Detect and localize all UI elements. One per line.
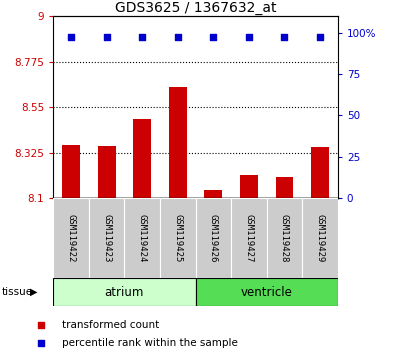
Bar (311, 147, 329, 198)
Text: GSM119429: GSM119429 (316, 214, 324, 262)
Bar (169, 87, 186, 198)
Bar (302, 198, 338, 278)
Bar (231, 198, 267, 278)
Text: GSM119422: GSM119422 (67, 214, 75, 262)
Text: percentile rank within the sample: percentile rank within the sample (62, 338, 238, 348)
Bar (276, 177, 293, 198)
Point (210, 35, 216, 40)
Bar (98, 145, 115, 198)
Bar (196, 278, 338, 306)
Text: ▶: ▶ (30, 287, 37, 297)
Text: ventricle: ventricle (241, 286, 293, 298)
Point (139, 35, 145, 40)
Text: atrium: atrium (105, 286, 144, 298)
Bar (89, 198, 124, 278)
Bar (240, 175, 258, 198)
Point (246, 35, 252, 40)
Bar (160, 198, 196, 278)
Title: GDS3625 / 1367632_at: GDS3625 / 1367632_at (115, 1, 276, 15)
Point (68, 35, 74, 40)
Text: GSM119423: GSM119423 (102, 214, 111, 262)
Point (317, 35, 323, 40)
Bar (62, 144, 80, 198)
Text: tissue: tissue (2, 287, 33, 297)
Text: GSM119427: GSM119427 (245, 214, 253, 262)
Point (175, 35, 181, 40)
Point (103, 35, 110, 40)
Bar (205, 190, 222, 198)
Bar (196, 198, 231, 278)
Bar (124, 198, 160, 278)
Text: GSM119426: GSM119426 (209, 214, 218, 262)
Bar (267, 198, 302, 278)
Text: GSM119425: GSM119425 (173, 214, 182, 262)
Bar (134, 119, 151, 198)
Bar (53, 198, 89, 278)
Text: GSM119424: GSM119424 (138, 214, 147, 262)
Point (388, 98, 395, 104)
Text: transformed count: transformed count (62, 320, 160, 330)
Text: GSM119428: GSM119428 (280, 214, 289, 262)
Bar (53, 278, 196, 306)
Point (281, 35, 288, 40)
Point (388, 259, 395, 265)
